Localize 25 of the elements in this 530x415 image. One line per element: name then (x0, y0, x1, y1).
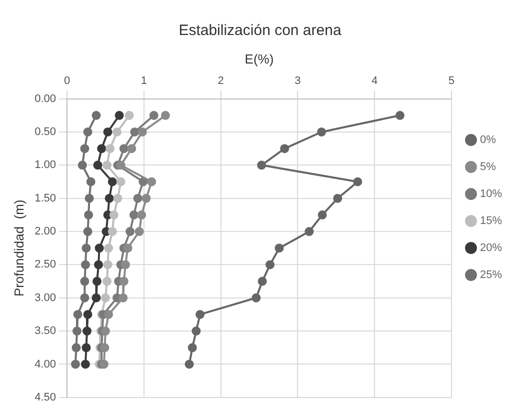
x-tick-label: 0 (64, 75, 70, 88)
y-tick-label: 4.50 (34, 391, 56, 404)
legend-label: 0% (480, 134, 496, 146)
x-tick-label: 4 (372, 75, 378, 88)
legend-label: 20% (480, 242, 502, 254)
y-axis-title: Profundidad (m) (11, 200, 26, 297)
y-tick-label: 3.50 (34, 325, 56, 338)
x-tick-label: 3 (294, 75, 301, 88)
y-tick-label: 0.00 (34, 92, 56, 105)
y-tick-label: 0.50 (34, 126, 56, 138)
y-tick-label: 2.00 (34, 226, 56, 238)
x-tick-label: 1 (140, 75, 147, 88)
legend-label: 15% (480, 215, 502, 228)
x-tick-label: 2 (218, 75, 224, 88)
y-tick-label: 3.00 (34, 292, 56, 304)
y-tick-label: 1.50 (34, 192, 56, 204)
x-tick-label: 5 (448, 75, 455, 88)
y-tick-label: 2.50 (34, 258, 56, 271)
chart-title: Estabilización con arena (178, 22, 342, 40)
y-tick-label: 4.00 (34, 358, 56, 370)
legend-label: 5% (480, 161, 496, 174)
legend-label: 25% (480, 269, 502, 282)
x-axis-title: E(%) (244, 51, 274, 66)
legend-label: 10% (480, 188, 502, 200)
y-tick-label: 1.00 (34, 159, 56, 172)
